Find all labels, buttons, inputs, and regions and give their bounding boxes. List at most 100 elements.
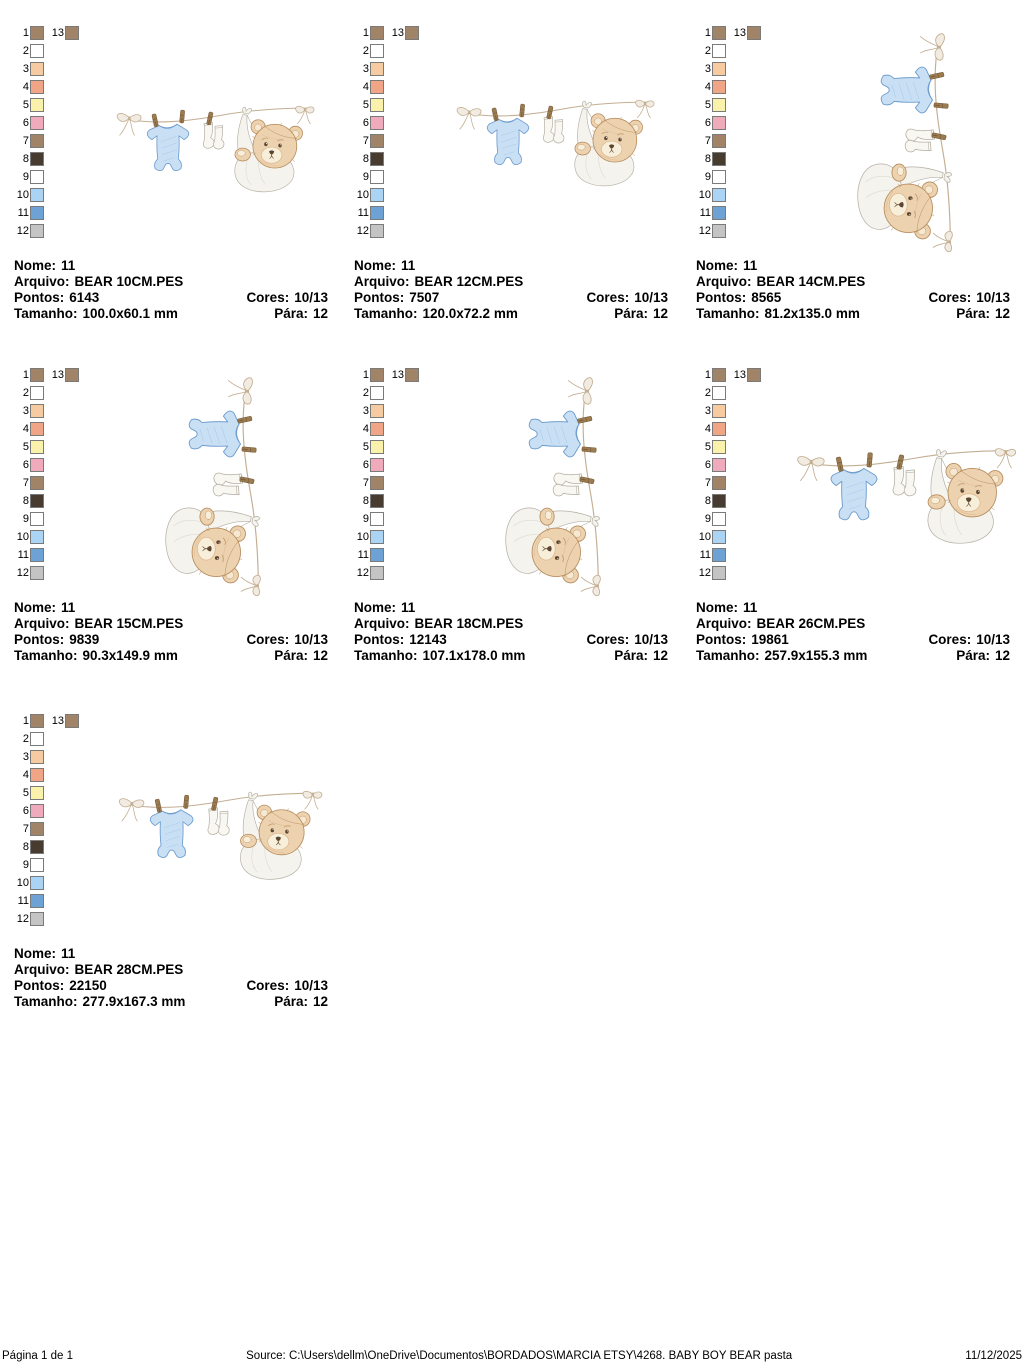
thread-color-palette: 1 13 2 3 4 5 6 7 8 9 10 11 12 — [696, 366, 761, 582]
palette-row: 8 — [14, 150, 79, 168]
page-number: Página 1 de 1 — [2, 1350, 73, 1362]
palette-swatch — [712, 512, 726, 526]
palette-number: 3 — [362, 63, 369, 75]
palette-number: 5 — [22, 99, 29, 111]
palette-row: 11 — [696, 546, 761, 564]
palette-row: 5 — [354, 438, 419, 456]
palette-number: 13 — [391, 27, 404, 39]
palette-swatch — [712, 188, 726, 202]
tamanho-label: Tamanho: — [14, 994, 78, 1009]
palette-row: 3 — [14, 402, 79, 420]
palette-row: 4 — [14, 420, 79, 438]
embroidery-preview-image — [150, 372, 294, 600]
palette-number: 7 — [704, 477, 711, 489]
palette-number: 9 — [704, 513, 711, 525]
pontos-label: Pontos: — [14, 290, 65, 305]
palette-swatch — [370, 422, 384, 436]
palette-row: 3 — [354, 402, 419, 420]
palette-row: 12 — [354, 222, 419, 240]
palette-row: 5 — [14, 438, 79, 456]
palette-row: 6 — [14, 802, 79, 820]
palette-number: 4 — [22, 423, 29, 435]
para-value: 12 — [312, 648, 328, 663]
palette-swatch — [30, 750, 44, 764]
palette-swatch — [712, 170, 726, 184]
palette-number: 12 — [698, 567, 711, 579]
palette-swatch — [712, 422, 726, 436]
cores-value: 10/13 — [976, 290, 1010, 305]
thread-color-palette: 1 13 2 3 4 5 6 7 8 9 10 11 12 — [14, 366, 79, 582]
pontos-value: 22150 — [69, 978, 107, 993]
palette-swatch — [712, 152, 726, 166]
palette-number: 2 — [22, 733, 29, 745]
palette-row: 2 — [14, 384, 79, 402]
palette-number: 7 — [22, 823, 29, 835]
palette-swatch — [712, 80, 726, 94]
cores-value: 10/13 — [294, 978, 328, 993]
embroidery-preview-image — [452, 72, 658, 198]
palette-number: 5 — [704, 441, 711, 453]
palette-number: 4 — [22, 769, 29, 781]
design-info: Nome: 11 Arquivo: BEAR 15CM.PES Pontos: 983… — [14, 600, 328, 664]
palette-number: 10 — [16, 877, 29, 889]
palette-swatch — [712, 368, 726, 382]
palette-swatch — [370, 440, 384, 454]
palette-number: 12 — [356, 567, 369, 579]
pontos-value: 6143 — [69, 290, 100, 305]
palette-swatch — [30, 422, 44, 436]
palette-row: 7 — [354, 474, 419, 492]
palette-row: 1 13 — [14, 366, 79, 384]
design-card-bear-18cm: 1 13 2 3 4 5 6 7 8 9 10 11 12 — [354, 366, 668, 696]
palette-swatch — [370, 44, 384, 58]
palette-swatch — [370, 62, 384, 76]
palette-swatch — [370, 458, 384, 472]
palette-row: 9 — [14, 856, 79, 874]
palette-row: 3 — [696, 402, 761, 420]
palette-number: 2 — [22, 45, 29, 57]
palette-number: 8 — [22, 841, 29, 853]
arquivo-value: BEAR 18CM.PES — [414, 616, 524, 631]
pontos-value: 12143 — [409, 632, 447, 647]
design-info: Nome: 11 Arquivo: BEAR 28CM.PES Pontos: 221… — [14, 946, 328, 1010]
palette-swatch — [65, 26, 79, 40]
palette-swatch — [712, 476, 726, 490]
palette-swatch — [30, 386, 44, 400]
arquivo-label: Arquivo: — [354, 274, 410, 289]
palette-row: 4 — [354, 78, 419, 96]
pontos-label: Pontos: — [354, 290, 405, 305]
nome-label: Nome: — [14, 946, 57, 961]
pontos-value: 19861 — [751, 632, 789, 647]
palette-number: 1 — [362, 27, 369, 39]
cores-value: 10/13 — [294, 632, 328, 647]
palette-swatch — [30, 152, 44, 166]
palette-number: 10 — [698, 531, 711, 543]
palette-number: 2 — [22, 387, 29, 399]
palette-swatch — [405, 368, 419, 382]
palette-number: 10 — [16, 189, 29, 201]
palette-number: 9 — [22, 859, 29, 871]
arquivo-label: Arquivo: — [14, 962, 70, 977]
palette-row: 7 — [696, 474, 761, 492]
palette-number: 10 — [16, 531, 29, 543]
palette-row: 6 — [696, 456, 761, 474]
palette-number: 9 — [704, 171, 711, 183]
embroidery-preview-image — [112, 78, 318, 204]
palette-swatch — [370, 188, 384, 202]
tamanho-value: 81.2x135.0 mm — [764, 306, 860, 321]
palette-number: 5 — [22, 787, 29, 799]
palette-number: 8 — [704, 495, 711, 507]
design-info: Nome: 11 Arquivo: BEAR 18CM.PES Pontos: 121… — [354, 600, 668, 664]
palette-row: 2 — [696, 42, 761, 60]
para-value: 12 — [652, 648, 668, 663]
nome-value: 11 — [61, 258, 76, 273]
tamanho-label: Tamanho: — [354, 306, 418, 321]
palette-number: 11 — [699, 207, 711, 219]
palette-swatch — [30, 188, 44, 202]
tamanho-value: 107.1x178.0 mm — [422, 648, 526, 663]
palette-row: 9 — [14, 168, 79, 186]
palette-number: 3 — [22, 63, 29, 75]
palette-swatch — [712, 206, 726, 220]
palette-number: 6 — [362, 459, 369, 471]
palette-swatch — [712, 458, 726, 472]
